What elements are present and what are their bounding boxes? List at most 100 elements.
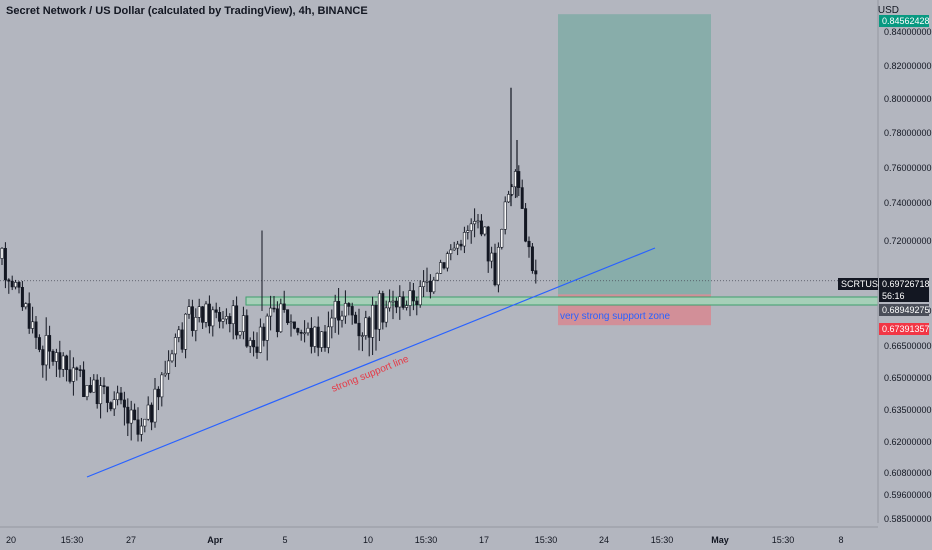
candle-body xyxy=(354,314,358,324)
candle-body xyxy=(418,286,422,306)
candle-body xyxy=(65,355,69,370)
candle-body xyxy=(262,326,266,341)
candle-body xyxy=(340,315,344,321)
candle-body xyxy=(252,340,256,348)
price-label-bg xyxy=(879,323,929,335)
candle-body xyxy=(207,303,211,327)
candle-body xyxy=(520,187,524,209)
candle-body xyxy=(469,223,473,231)
candle-body xyxy=(129,409,133,424)
candle-body xyxy=(194,317,198,331)
candle-body xyxy=(316,326,320,348)
candle-body xyxy=(265,315,269,341)
candle-body xyxy=(326,326,330,348)
candle-body xyxy=(75,367,79,370)
candle-body xyxy=(357,322,361,337)
x-tick-label: 17 xyxy=(479,535,489,545)
candle-body xyxy=(513,171,517,188)
candle-body xyxy=(503,201,507,230)
candle-body xyxy=(7,279,11,282)
candle-body xyxy=(122,399,126,408)
price-label-target: 0.84562428 xyxy=(882,16,930,26)
candle-body xyxy=(126,406,130,424)
candle-body xyxy=(303,332,307,335)
candle-body xyxy=(177,329,181,338)
candle-body xyxy=(173,337,177,355)
candle-body xyxy=(68,369,72,382)
candle-body xyxy=(435,273,439,281)
candle-body xyxy=(54,352,58,362)
candle-body xyxy=(459,243,463,247)
price-label-countdown: 56:16 xyxy=(882,291,905,301)
x-tick-label: 15:30 xyxy=(415,535,438,545)
candle-body xyxy=(48,335,52,352)
y-tick-label: 0.74000000 xyxy=(884,198,932,208)
candle-body xyxy=(439,262,443,274)
candle-body xyxy=(282,303,286,310)
candle-body xyxy=(20,287,24,308)
candle-body xyxy=(374,305,378,330)
candle-body xyxy=(255,346,259,353)
candle-body xyxy=(139,425,143,435)
candle-body xyxy=(398,296,402,308)
support-zone xyxy=(245,296,879,306)
x-tick-label: 15:30 xyxy=(651,535,674,545)
x-tick-label: 24 xyxy=(599,535,609,545)
candle-body xyxy=(224,316,228,320)
x-tick-label: 8 xyxy=(838,535,843,545)
y-tick-label: 0.62000000 xyxy=(884,437,932,447)
x-tick-label: 15:30 xyxy=(772,535,795,545)
candle-body xyxy=(31,321,35,329)
price-label-bg xyxy=(879,290,929,302)
candle-body xyxy=(507,194,511,203)
currency-label: USD xyxy=(877,5,899,16)
candle-body xyxy=(534,270,538,275)
candle-body xyxy=(500,228,504,248)
candle-body xyxy=(44,335,48,366)
candle-body xyxy=(190,306,194,331)
candle-body xyxy=(112,399,116,410)
candle-body xyxy=(201,306,205,323)
candle-body xyxy=(333,300,337,319)
candle-body xyxy=(476,220,480,223)
candle-body xyxy=(272,307,276,310)
candle-body xyxy=(71,367,75,382)
candle-body xyxy=(24,303,28,308)
candle-body xyxy=(3,247,7,281)
candle-body xyxy=(493,252,497,286)
candle-body xyxy=(105,386,109,403)
candle-body xyxy=(292,321,296,329)
candle-body xyxy=(367,317,371,338)
price-label-entry: 0.68949275 xyxy=(882,305,930,315)
candle-body xyxy=(275,308,279,333)
x-tick-label: Apr xyxy=(207,535,223,545)
candle-body xyxy=(99,385,103,405)
candle-body xyxy=(496,246,500,286)
x-tick-label: 15:30 xyxy=(61,535,84,545)
support-trendline xyxy=(86,247,656,478)
x-tick-label: 10 xyxy=(363,535,373,545)
candle-body xyxy=(41,349,45,366)
candle-body xyxy=(34,321,38,338)
candle-body xyxy=(320,331,324,348)
candle-body xyxy=(343,303,347,317)
y-tick-label: 0.59600000 xyxy=(884,490,932,500)
candle-body xyxy=(160,374,164,398)
candle-body xyxy=(279,303,283,333)
candle-body xyxy=(85,385,89,398)
candle-body xyxy=(306,327,310,334)
candle-body xyxy=(109,402,113,410)
candle-body xyxy=(214,309,218,313)
candle-body xyxy=(133,409,137,421)
candle-body xyxy=(527,240,531,248)
chart-title: Secret Network / US Dollar (calculated b… xyxy=(6,5,368,17)
price-label-bg xyxy=(879,304,929,316)
candle-body xyxy=(388,301,392,309)
candle-body xyxy=(530,246,534,272)
candle-body xyxy=(235,305,239,336)
candle-body xyxy=(102,385,106,388)
y-tick-label: 0.80000000 xyxy=(884,94,932,104)
candle-body xyxy=(143,418,147,427)
